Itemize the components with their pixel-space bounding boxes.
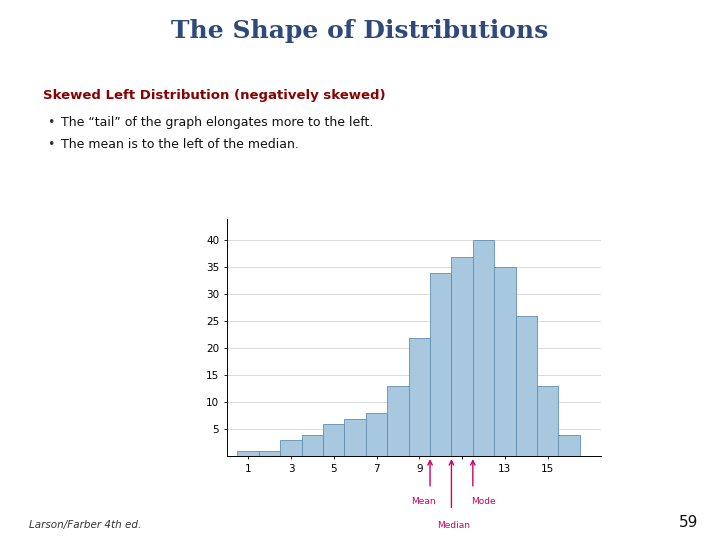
Text: •: • <box>47 116 54 129</box>
Bar <box>473 240 494 456</box>
Bar <box>366 413 387 456</box>
Bar <box>516 316 537 456</box>
Bar <box>323 424 344 456</box>
Text: Median: Median <box>437 521 470 530</box>
Bar <box>430 273 451 456</box>
Text: The Shape of Distributions: The Shape of Distributions <box>171 19 549 43</box>
Bar <box>259 451 280 456</box>
Text: Larson/Farber 4th ed.: Larson/Farber 4th ed. <box>29 520 141 530</box>
Bar <box>451 256 473 456</box>
Bar <box>280 440 302 456</box>
Text: 59: 59 <box>679 515 698 530</box>
Text: Mode: Mode <box>471 497 496 506</box>
Bar <box>494 267 516 456</box>
Text: The “tail” of the graph elongates more to the left.: The “tail” of the graph elongates more t… <box>61 116 374 129</box>
Bar <box>387 386 409 456</box>
Bar <box>344 418 366 456</box>
Text: The mean is to the left of the median.: The mean is to the left of the median. <box>61 138 299 151</box>
Bar <box>302 435 323 456</box>
Text: Mean: Mean <box>411 497 436 506</box>
Bar <box>238 451 259 456</box>
Text: •: • <box>47 138 54 151</box>
Bar <box>537 386 559 456</box>
Text: Skewed Left Distribution (negatively skewed): Skewed Left Distribution (negatively ske… <box>43 89 386 102</box>
Bar <box>559 435 580 456</box>
Bar <box>409 338 430 456</box>
